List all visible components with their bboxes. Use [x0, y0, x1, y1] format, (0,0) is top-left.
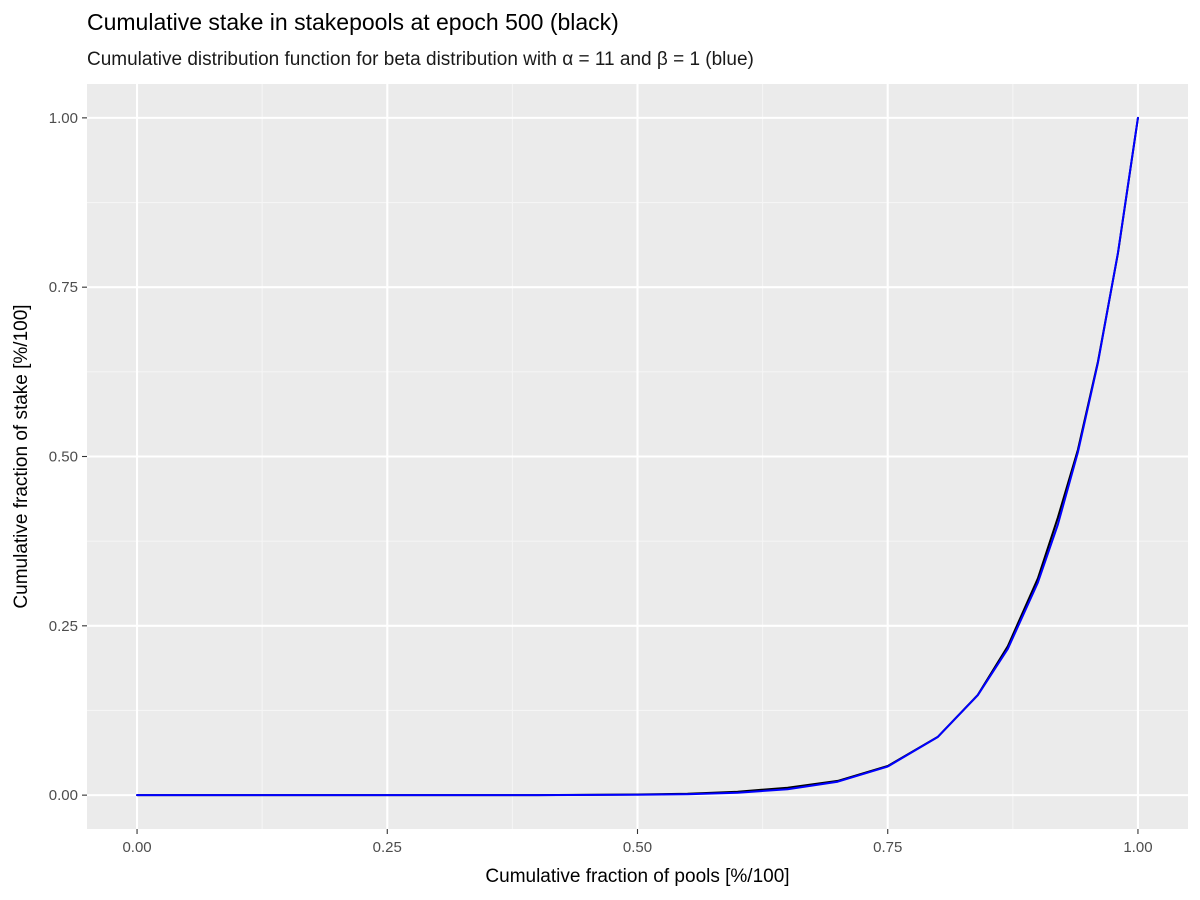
chart-subtitle: Cumulative distribution function for bet… [87, 49, 754, 70]
x-axis: 0.00 0.25 0.50 0.75 1.00 [122, 829, 1153, 856]
x-tick-label: 0.75 [873, 839, 902, 856]
y-tick-label: 1.00 [49, 110, 78, 127]
x-tick-label: 1.00 [1123, 839, 1152, 856]
y-tick-label: 0.75 [49, 279, 78, 296]
series-line-2 [136, 116, 1139, 797]
y-tick-label: 0.25 [49, 618, 78, 635]
chart-title: Cumulative stake in stakepools at epoch … [87, 9, 619, 35]
x-tick-label: 0.50 [623, 839, 652, 856]
y-axis: 0.00 0.25 0.50 0.75 1.00 [49, 110, 87, 804]
x-tick-label: 0.00 [122, 839, 151, 856]
x-tick-label: 0.25 [373, 839, 402, 856]
y-tick-label: 0.50 [49, 449, 78, 466]
y-axis-title: Cumulative fraction of stake [%/100] [11, 304, 32, 608]
series-layer [136, 116, 1139, 797]
x-axis-title: Cumulative fraction of pools [%/100] [485, 866, 789, 887]
y-tick-label: 0.00 [49, 787, 78, 804]
